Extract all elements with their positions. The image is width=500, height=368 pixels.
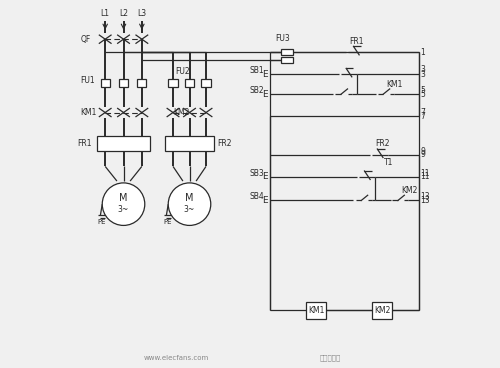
Text: M: M [120, 192, 128, 202]
Text: 5: 5 [420, 86, 426, 95]
Text: SB2: SB2 [250, 86, 264, 95]
Text: FU3: FU3 [276, 33, 290, 43]
Text: 3~: 3~ [184, 205, 195, 214]
Text: SB4: SB4 [250, 192, 265, 201]
Bar [138, 79, 146, 87]
Text: 9: 9 [420, 150, 426, 159]
Bar [281, 57, 292, 63]
Bar [281, 49, 292, 55]
Text: FU1: FU1 [80, 76, 96, 85]
Text: 9: 9 [420, 146, 426, 156]
Text: T1: T1 [384, 158, 393, 167]
Text: KM1: KM1 [308, 306, 324, 315]
Text: 3: 3 [420, 65, 426, 74]
Text: 3: 3 [420, 70, 426, 78]
Text: KM2: KM2 [401, 187, 417, 195]
Bar [372, 302, 392, 319]
Text: E: E [262, 90, 268, 99]
Text: L3: L3 [138, 9, 146, 18]
Bar [168, 79, 177, 87]
Text: KM2: KM2 [174, 108, 190, 117]
Text: 7: 7 [420, 108, 426, 117]
Bar [306, 302, 326, 319]
Text: KM1: KM1 [386, 80, 403, 89]
Bar [202, 79, 210, 87]
Text: 5: 5 [420, 90, 426, 99]
Bar [185, 79, 194, 87]
Bar [97, 136, 150, 151]
Text: M: M [186, 192, 194, 202]
Circle shape [168, 183, 211, 226]
Text: FR1: FR1 [78, 139, 92, 148]
Text: QF: QF [80, 35, 91, 44]
Text: SB1: SB1 [250, 66, 264, 75]
Text: PE: PE [164, 219, 172, 225]
Bar [100, 79, 110, 87]
Text: 3~: 3~ [118, 205, 129, 214]
Text: KM1: KM1 [80, 108, 97, 117]
Text: FU2: FU2 [175, 67, 190, 76]
Text: 1: 1 [420, 47, 425, 57]
Bar [165, 136, 214, 151]
Text: PE: PE [98, 219, 106, 225]
Text: 11: 11 [420, 169, 430, 177]
Text: L1: L1 [100, 9, 110, 18]
Text: 13: 13 [420, 192, 430, 201]
Text: L2: L2 [119, 9, 128, 18]
Text: E: E [262, 196, 268, 205]
Text: 13: 13 [420, 196, 430, 205]
Text: FR2: FR2 [376, 139, 390, 148]
Text: FR2: FR2 [218, 139, 232, 148]
Circle shape [102, 183, 145, 226]
Text: 7: 7 [420, 112, 426, 121]
Text: E: E [262, 70, 268, 78]
Bar [119, 79, 128, 87]
Text: KM2: KM2 [374, 306, 390, 315]
Text: E: E [262, 172, 268, 181]
Text: SB3: SB3 [250, 169, 265, 177]
Text: 11: 11 [420, 172, 430, 181]
Text: www.elecfans.com: www.elecfans.com [144, 355, 210, 361]
Text: 电子爱好者: 电子爱好者 [320, 355, 342, 361]
Text: FR1: FR1 [350, 36, 364, 46]
